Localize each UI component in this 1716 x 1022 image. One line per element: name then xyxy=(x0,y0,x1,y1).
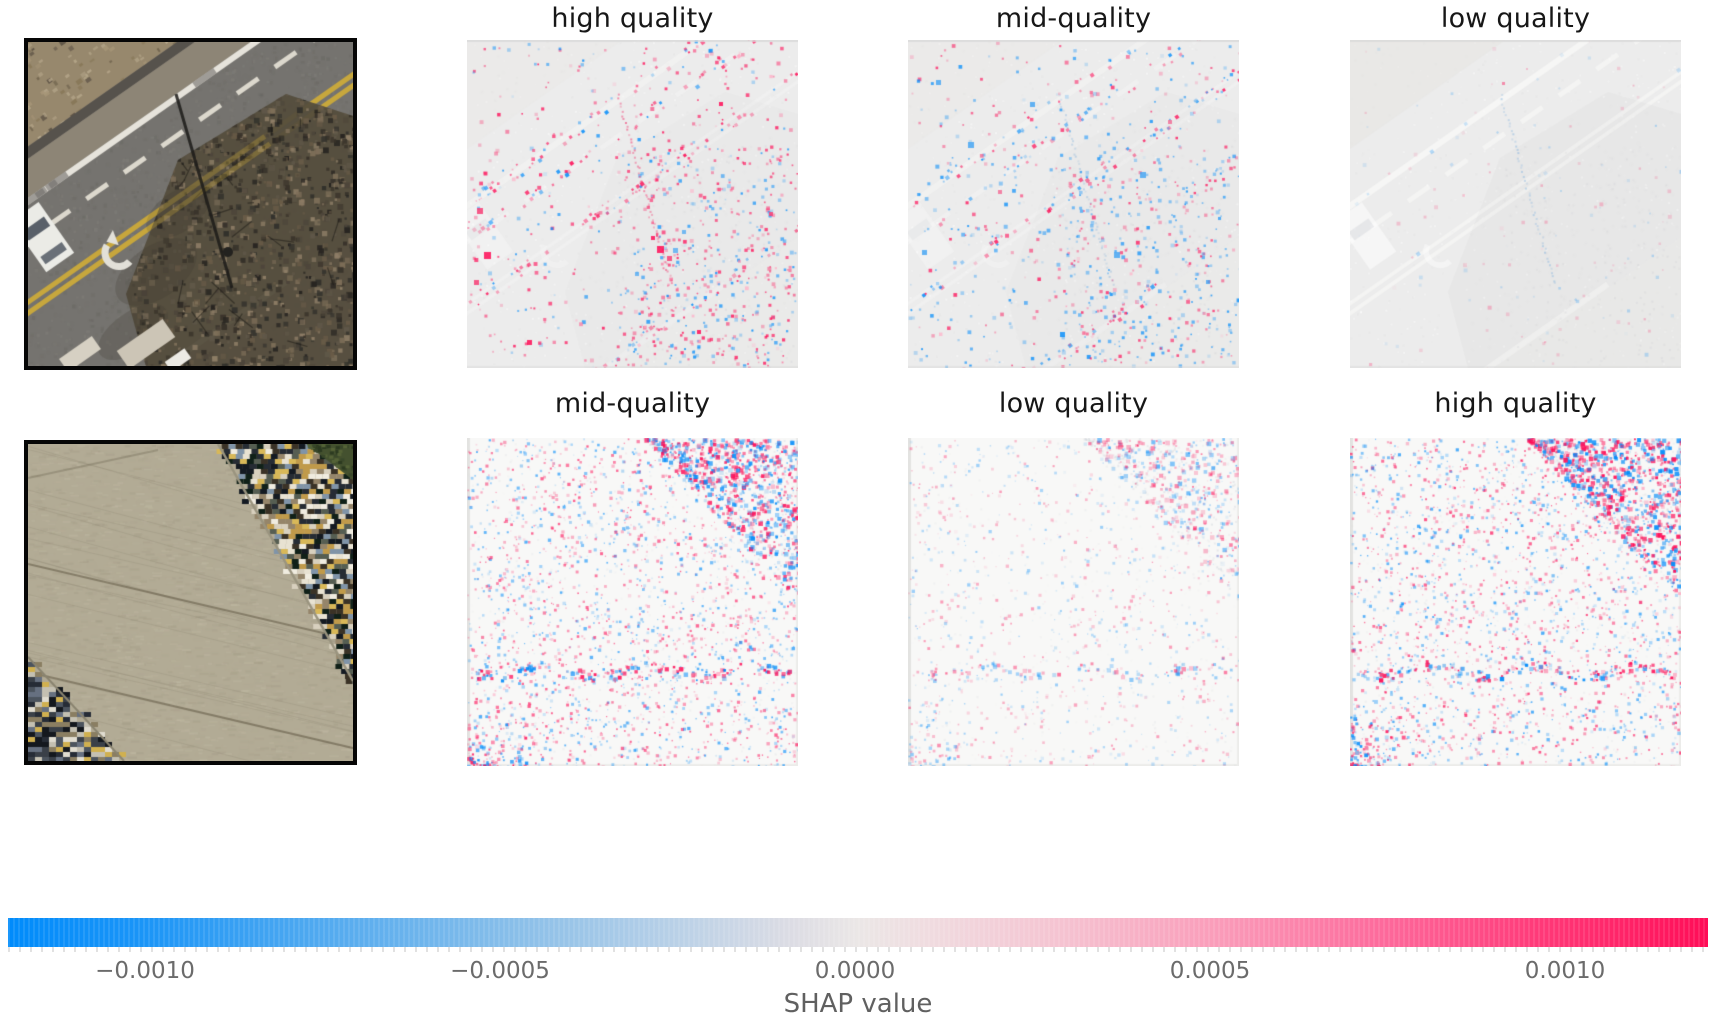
panel-title-row2-col3: high quality xyxy=(1434,388,1597,419)
shap-map-row2-mid-quality xyxy=(467,438,798,766)
shap-map-row2-low-quality xyxy=(908,438,1239,766)
shap-map-row1-mid-quality-canvas xyxy=(908,40,1239,368)
colorbar-banding xyxy=(8,918,1708,947)
colorbar-minor-ticks xyxy=(8,947,1708,952)
input-image-row2 xyxy=(24,440,357,765)
shap-map-row2-low-quality-canvas xyxy=(908,438,1239,766)
shap-map-row1-low-quality-canvas xyxy=(1350,40,1681,368)
panel-title-row1-col2: mid-quality xyxy=(995,3,1152,34)
shap-map-row2-high-quality-canvas xyxy=(1350,438,1681,766)
shap-map-row1-high-quality-canvas xyxy=(467,40,798,368)
shap-map-row2-high-quality xyxy=(1350,438,1681,766)
colorbar-tick-label-2: −0.0005 xyxy=(450,958,550,984)
colorbar-tick-label-5: 0.0010 xyxy=(1524,958,1606,984)
panel-title-row2-col2: low quality xyxy=(998,388,1149,419)
input-image-row1 xyxy=(24,38,357,370)
colorbar-axis-label: SHAP value xyxy=(783,989,933,1019)
colorbar-tick-label-4: 0.0005 xyxy=(1169,958,1251,984)
colorbar-tick-label-3: 0.0000 xyxy=(814,958,896,984)
shap-map-row1-low-quality xyxy=(1350,40,1681,368)
panel-title-row2-col1: mid-quality xyxy=(554,388,711,419)
colorbar-tick-label-1: −0.0010 xyxy=(95,958,195,984)
panel-title-row1-col3: low quality xyxy=(1440,3,1591,34)
panel-title-row1-col1: high quality xyxy=(551,3,714,34)
colorbar-gradient xyxy=(8,918,1708,947)
shap-map-row1-mid-quality xyxy=(908,40,1239,368)
input-image-row2-canvas xyxy=(28,444,353,761)
input-image-row1-canvas xyxy=(28,42,353,366)
shap-map-row1-high-quality xyxy=(467,40,798,368)
shap-map-row2-mid-quality-canvas xyxy=(467,438,798,766)
